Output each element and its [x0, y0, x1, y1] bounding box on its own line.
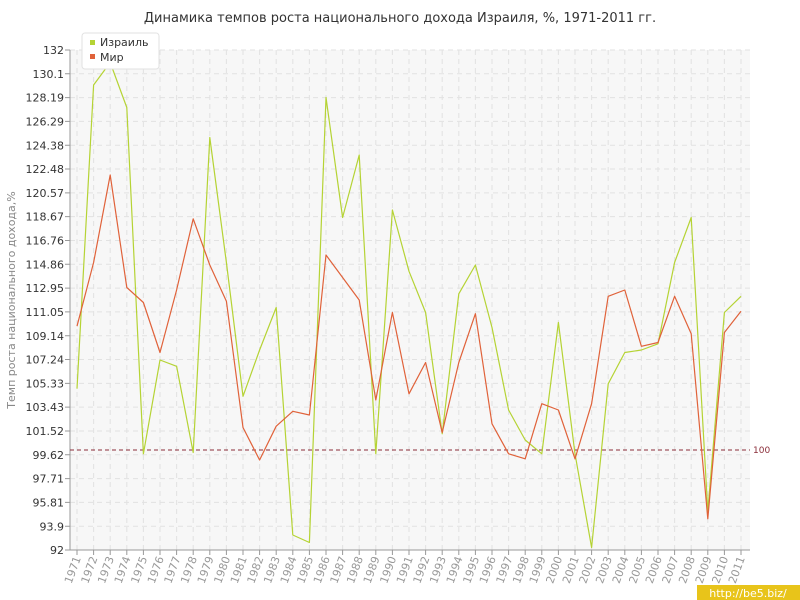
- y-tick-label: 103.43: [26, 401, 65, 414]
- watermark-link[interactable]: http://be5.biz/: [709, 587, 787, 600]
- y-tick-label: 114.86: [26, 258, 65, 271]
- y-tick-label: 130.1: [33, 68, 65, 81]
- y-tick-label: 126.29: [26, 115, 65, 128]
- watermark[interactable]: http://be5.biz/: [697, 585, 800, 600]
- series-line-1: [76, 174, 742, 520]
- legend: Израиль Мир: [81, 32, 160, 70]
- y-tick-label: 93.9: [40, 520, 65, 533]
- y-tick-label: 105.33: [26, 377, 65, 390]
- series-lines: [76, 61, 742, 549]
- y-tick-label: 116.76: [26, 235, 65, 248]
- legend-swatch-israel: [90, 40, 95, 45]
- y-tick-label: 109.14: [26, 330, 65, 343]
- watermark-background: [697, 585, 800, 600]
- plot-area: [70, 50, 750, 550]
- y-tick-label: 124.38: [26, 139, 65, 152]
- y-tick-label: 107.24: [26, 354, 65, 367]
- y-tick-label: 112.95: [26, 282, 65, 295]
- reference-line-group: 100: [70, 446, 770, 456]
- y-tick-label: 101.52: [26, 425, 65, 438]
- y-tick-label: 97.71: [33, 473, 65, 486]
- y-tick-label: 128.19: [26, 92, 65, 105]
- chart-title: Динамика темпов роста национального дохо…: [144, 11, 656, 26]
- legend-label-world: Мир: [100, 51, 124, 64]
- reference-line-label: 100: [753, 446, 770, 456]
- y-tick-label: 122.48: [26, 163, 65, 176]
- y-tick-label: 111.05: [26, 306, 65, 319]
- y-tick-label: 132: [43, 44, 64, 57]
- y-axis-label: Темп роста национального дохода,%: [5, 191, 18, 409]
- y-tick-label: 120.57: [26, 187, 65, 200]
- y-tick-label: 95.81: [33, 496, 65, 509]
- legend-label-israel: Израиль: [100, 36, 148, 49]
- y-axis: 92 93.9 95.81 97.71 99.62 101.52 103.43 105.33 1…: [26, 44, 71, 557]
- legend-swatch-world: [90, 54, 95, 59]
- y-tick-label: 118.67: [26, 211, 65, 224]
- y-tick-label: 92: [50, 544, 64, 557]
- gridlines: [70, 49, 750, 551]
- y-tick-label: 99.62: [33, 449, 65, 462]
- legend-box: [81, 32, 160, 70]
- series-line-0: [76, 61, 742, 549]
